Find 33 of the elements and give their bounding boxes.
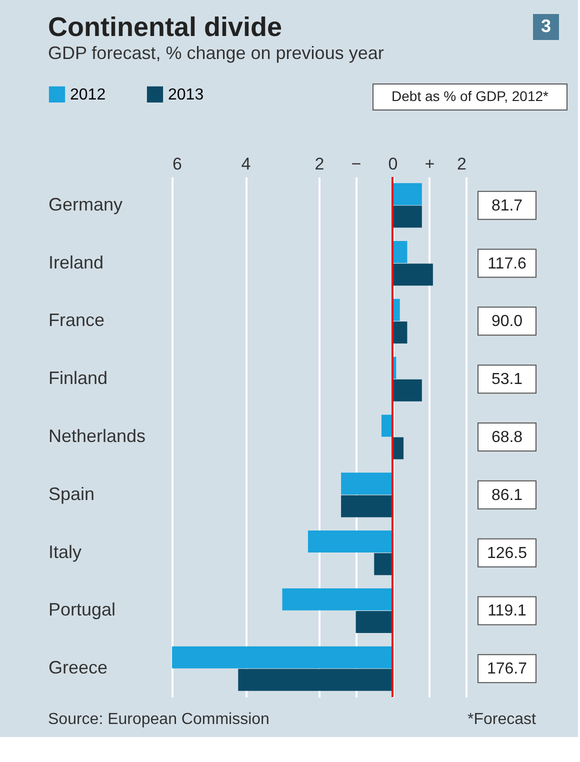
- y-tick-label: Spain: [48, 484, 95, 504]
- y-tick-label: Ireland: [48, 252, 104, 272]
- text: Debt as % of GDP, 2012*: [392, 88, 550, 104]
- y-tick-label: Portugal: [48, 600, 116, 620]
- text: 81.7: [491, 197, 523, 214]
- legend-label: 2012: [70, 86, 106, 104]
- text: 117.6: [488, 255, 527, 272]
- x-tick-label: −: [351, 154, 362, 174]
- chart-title: Continental divide: [48, 12, 282, 42]
- text: 176.7: [486, 660, 528, 678]
- x-tick-label: 2: [457, 154, 466, 174]
- text: 3: [540, 16, 552, 36]
- x-tick-label: 0: [388, 154, 398, 174]
- y-tick-label: Greece: [48, 658, 108, 678]
- y-tick-label: Finland: [48, 368, 108, 388]
- text: 119.1: [488, 602, 527, 620]
- text: 86.1: [491, 486, 523, 504]
- text: 68.8: [491, 429, 523, 446]
- chart-subtitle: GDP forecast, % change on previous year: [48, 43, 384, 63]
- x-tick-label: 6: [172, 154, 182, 174]
- text: 53.1: [491, 371, 523, 388]
- x-tick-label: 2: [314, 154, 324, 174]
- text: 90.0: [491, 313, 523, 330]
- y-tick-label: Netherlands: [48, 426, 146, 446]
- y-tick-label: France: [48, 310, 105, 330]
- text: *Forecast: [468, 711, 537, 728]
- text: 126.5: [486, 544, 528, 562]
- source-note: Source: European Commission: [48, 711, 270, 728]
- x-tick-label: 4: [241, 154, 251, 174]
- legend-label: 2013: [168, 86, 204, 104]
- y-tick-label: Germany: [48, 194, 123, 214]
- y-tick-label: Italy: [48, 542, 82, 562]
- x-tick-label: +: [424, 154, 435, 174]
